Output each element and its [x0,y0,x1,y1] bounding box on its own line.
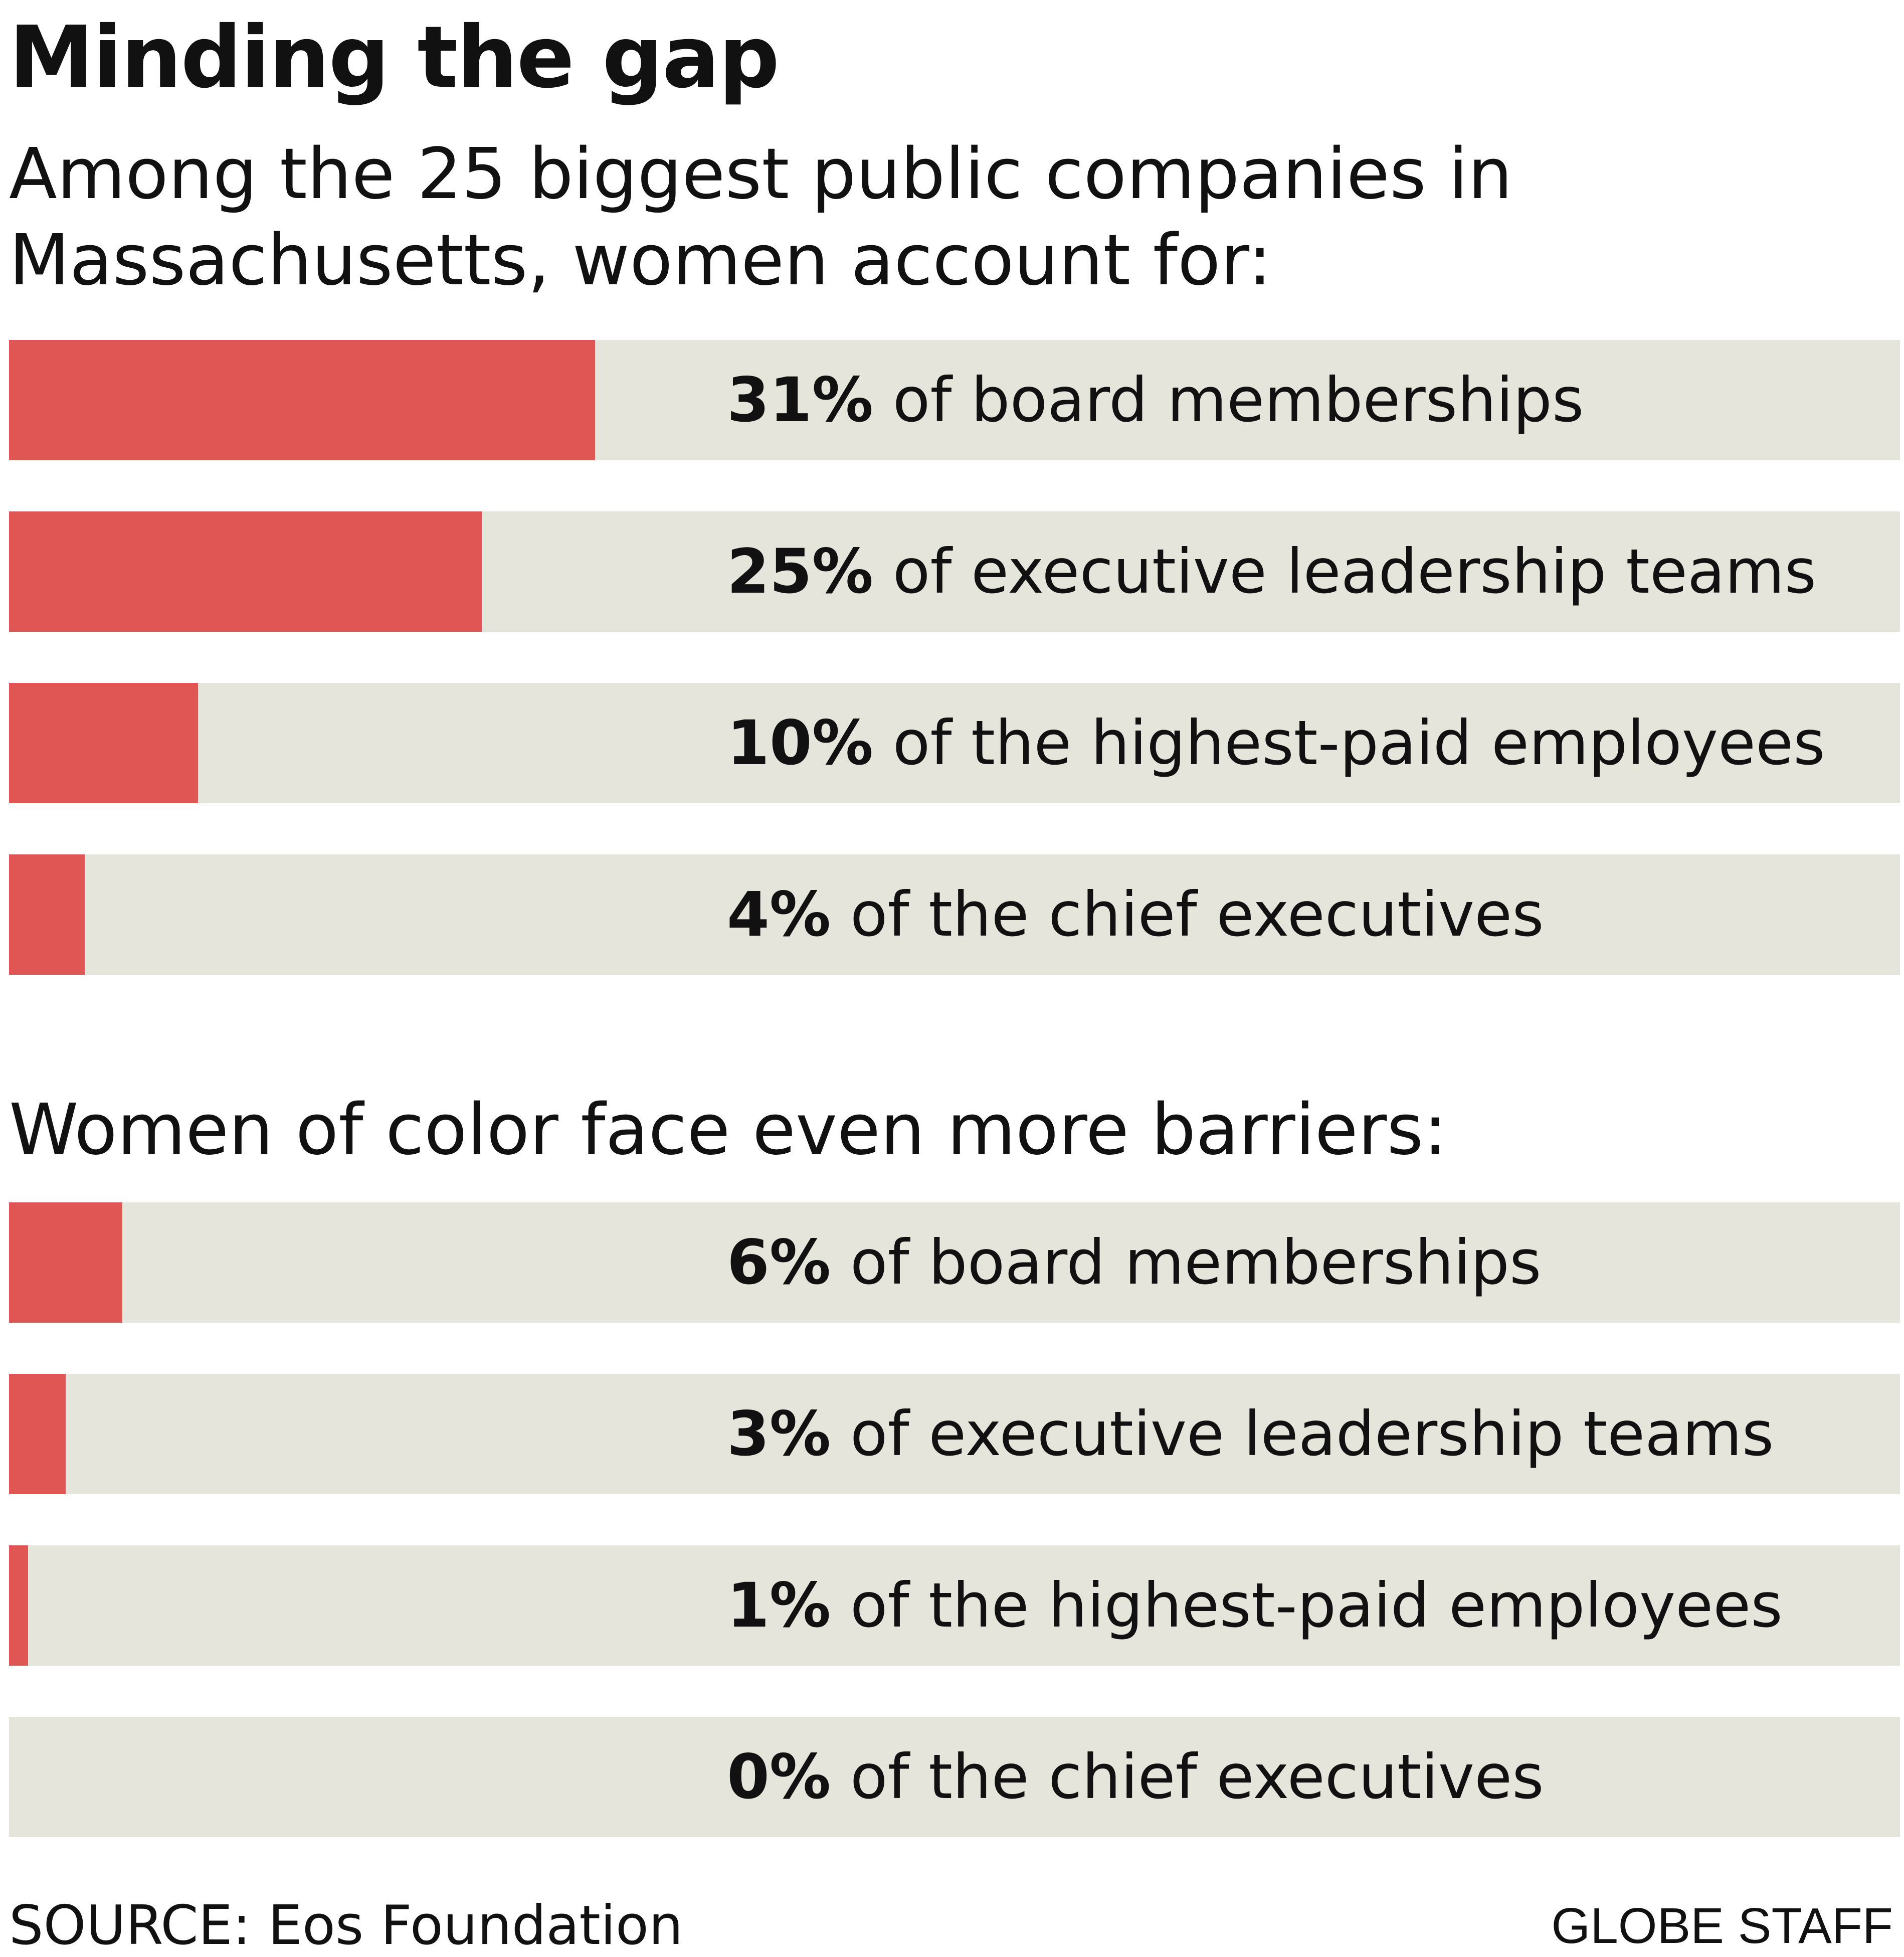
bar-track: 10% of the highest-paid employees [9,683,1900,803]
bar-track: 4% of the chief executives [9,854,1900,975]
bar [9,511,482,632]
data-label-percent: 25% [727,536,874,607]
data-label: 10% of the highest-paid employees [727,683,1825,803]
bar-track: 25% of executive leadership teams [9,511,1900,632]
data-label-category: of board memberships [873,365,1584,436]
bar-track: 6% of board memberships [9,1202,1900,1323]
data-label-category: of executive leadership teams [873,536,1817,607]
bar-track: 1% of the highest-paid employees [9,1545,1900,1666]
data-label-percent: 0% [727,1741,831,1813]
data-label: 3% of executive leadership teams [727,1374,1774,1494]
section-2-subtitle: Women of color face even more barriers: [9,1089,1447,1171]
bar [9,340,595,460]
data-label-percent: 1% [727,1570,831,1641]
data-label: 6% of board memberships [727,1202,1542,1323]
bar [9,1545,28,1666]
section-1-subtitle-line-2: Massachusetts, women account for: [9,220,1272,301]
data-label: 4% of the chief executives [727,854,1544,975]
bar-track: 31% of board memberships [9,340,1900,460]
data-label-percent: 6% [727,1227,831,1298]
data-label-percent: 31% [727,365,874,436]
data-label-percent: 10% [727,707,874,779]
data-label-category: of the chief executives [831,879,1544,950]
data-label-category: of the highest-paid employees [831,1570,1783,1641]
data-label-category: of board memberships [831,1227,1542,1298]
section-1-subtitle-line-1: Among the 25 biggest public companies in [9,133,1512,215]
data-label-category: of executive leadership teams [831,1398,1774,1470]
data-label: 25% of executive leadership teams [727,511,1816,632]
bar-track: 3% of executive leadership teams [9,1374,1900,1494]
data-label-category: of the chief executives [831,1741,1544,1813]
data-label: 0% of the chief executives [727,1717,1544,1837]
data-label-percent: 4% [727,879,831,950]
bar-track: 0% of the chief executives [9,1717,1900,1837]
data-label-category: of the highest-paid employees [873,707,1825,779]
data-label: 31% of board memberships [727,340,1584,460]
bar [9,1374,66,1494]
data-label-percent: 3% [727,1398,831,1470]
bar [9,683,198,803]
bar [9,1202,122,1323]
bar [9,854,85,975]
section-1-subtitle: Among the 25 biggest public companies in… [9,131,1512,304]
source-note: SOURCE: Eos Foundation [9,1894,683,1957]
credit-line: GLOBE STAFF [1551,1898,1893,1954]
chart-title: Minding the gap [9,8,780,107]
data-label: 1% of the highest-paid employees [727,1545,1783,1666]
